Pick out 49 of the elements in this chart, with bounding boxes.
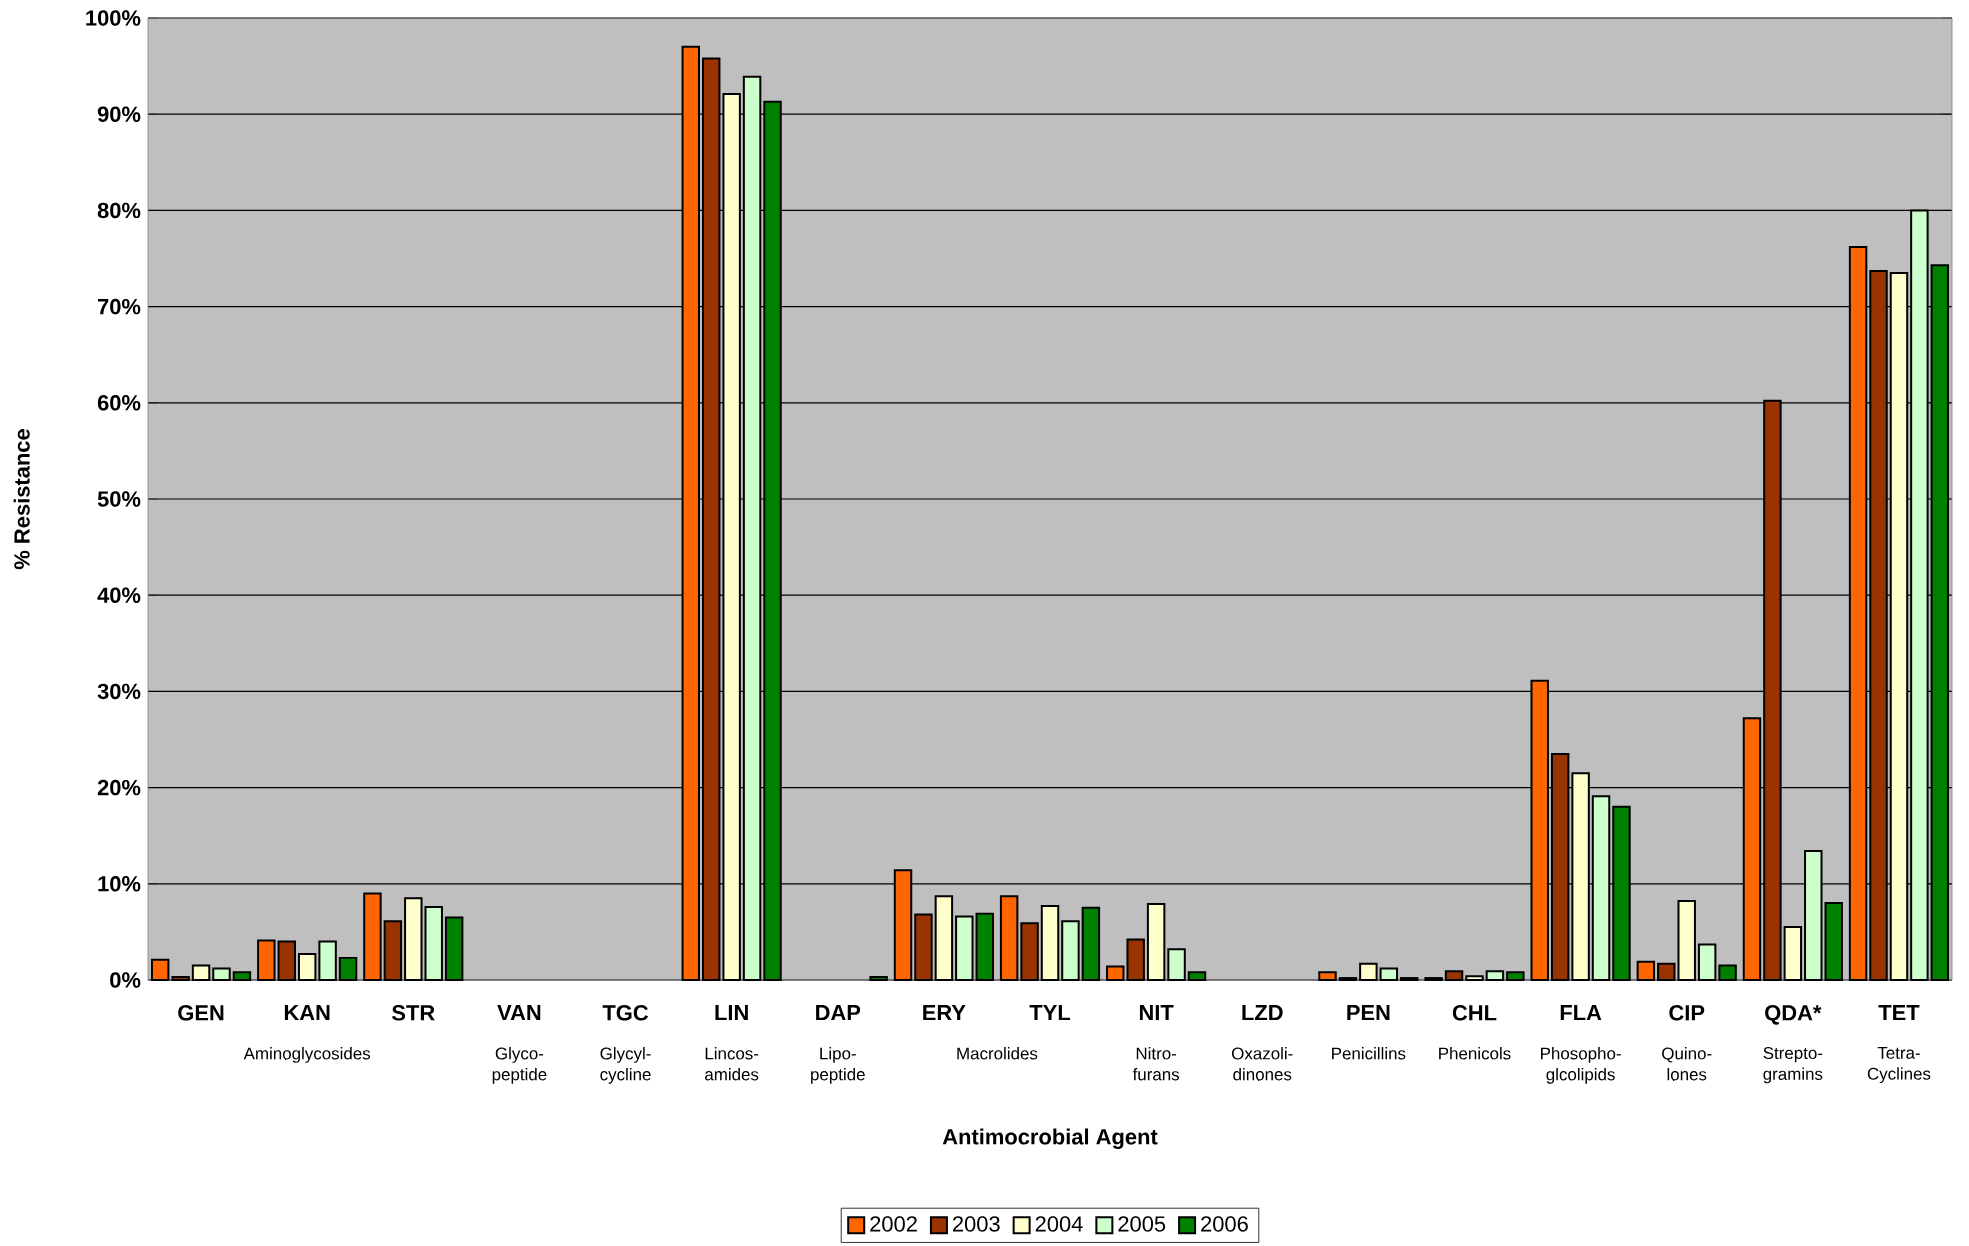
y-tick-label: 30% <box>97 683 141 700</box>
text: Penicillins <box>1332 1047 1406 1060</box>
x-tick-label: ERY <box>923 1005 966 1021</box>
y-tick-label: 10% <box>98 876 141 892</box>
y-tick-label: 20% <box>97 779 141 796</box>
x-tick-label: GEN <box>178 1005 224 1021</box>
y-tick-label: 40% <box>97 587 141 603</box>
text: Macrolides <box>957 1047 1038 1060</box>
text: Glycyl-cycline <box>600 1047 651 1084</box>
x-tick-label: PEN <box>1347 1005 1390 1021</box>
text: Oxazoli-dinones <box>1232 1047 1293 1081</box>
x-tick-label: TYL <box>1029 1005 1071 1021</box>
x-tick-label: KAN <box>284 1005 330 1021</box>
text: Quino-lones <box>1662 1047 1712 1081</box>
y-tick-label: 50% <box>97 491 141 507</box>
text: Lipo-peptide <box>811 1047 865 1084</box>
y-tick-label: 90% <box>97 106 141 122</box>
legend-label: 2002 <box>870 1216 917 1232</box>
text: Nitro-furans <box>1132 1047 1180 1081</box>
x-tick-label: VAN <box>497 1005 541 1021</box>
legend-label: 2005 <box>1118 1216 1166 1232</box>
legend-label: 2004 <box>1035 1216 1083 1232</box>
x-tick-label: STR <box>392 1005 435 1021</box>
y-tick-label: 60% <box>97 395 141 411</box>
x-tick-label: LZD <box>1242 1005 1283 1021</box>
x-tick-label: DAP <box>816 1005 861 1021</box>
text: Phenicols <box>1439 1047 1511 1060</box>
x-tick-label: TGC <box>602 1005 649 1021</box>
x-tick-label: NIT <box>1139 1005 1174 1021</box>
legend-label: 2006 <box>1201 1216 1248 1232</box>
text: Aminoglycosides <box>243 1047 371 1063</box>
x-tick-label: LIN <box>715 1005 748 1021</box>
text: Strepto-gramins <box>1763 1047 1823 1084</box>
text: Glyco-peptide <box>492 1047 547 1084</box>
y-tick-label: 80% <box>97 202 141 219</box>
text: Lincos-amides <box>705 1047 759 1081</box>
x-tick-label: TET <box>1878 1005 1920 1021</box>
text: Tetra-Cyclines <box>1867 1047 1931 1084</box>
y-axis-title: % Resistance <box>13 429 30 570</box>
x-tick-label: CHL <box>1452 1005 1497 1021</box>
y-tick-label: 100% <box>86 10 141 26</box>
text: Phosopho-glcolipids <box>1541 1047 1621 1084</box>
y-tick-label: 70% <box>98 298 141 315</box>
x-tick-label: CIP <box>1669 1005 1705 1021</box>
x-axis-title: Antimocrobial Agent <box>942 1128 1158 1149</box>
y-tick-label: 0% <box>110 972 141 988</box>
x-tick-label: QDA* <box>1765 1005 1822 1025</box>
legend-label: 2003 <box>953 1216 1000 1232</box>
x-tick-label: FLA <box>1560 1005 1602 1021</box>
